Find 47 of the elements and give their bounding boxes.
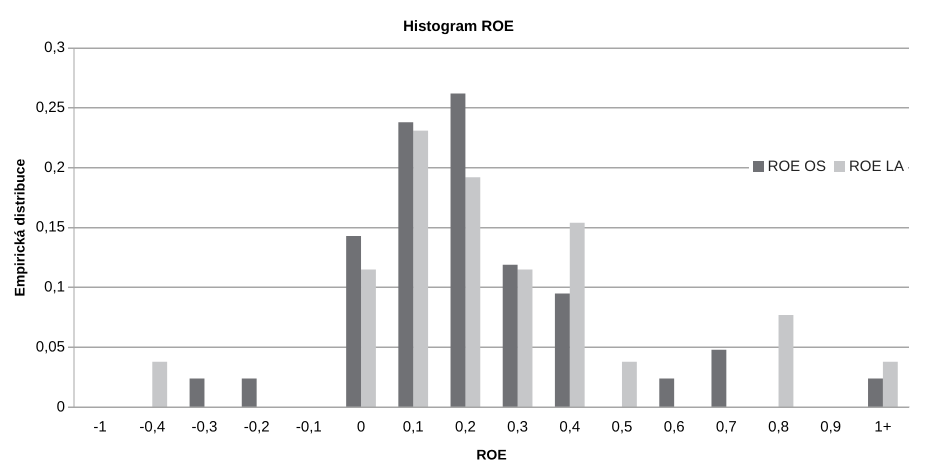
bar <box>778 315 794 406</box>
x-tick-label: 0,3 <box>507 418 528 436</box>
x-tick-label: 0,4 <box>559 418 580 436</box>
bar <box>190 378 204 406</box>
bar <box>450 94 466 406</box>
bar <box>659 378 674 406</box>
y-tick-label: 0,3 <box>44 39 65 56</box>
y-tick-label: 0 <box>56 398 65 416</box>
x-tick-label: 1+ <box>874 418 892 436</box>
bar <box>622 362 637 406</box>
x-tick-label: 0,1 <box>402 418 424 436</box>
x-tick-label: 0,7 <box>716 418 737 436</box>
bar <box>868 378 883 406</box>
y-tick-label: 0,25 <box>36 99 65 116</box>
x-tick-label: 0,8 <box>768 418 789 436</box>
x-tick-label: 0,2 <box>454 418 476 436</box>
bar <box>882 362 898 406</box>
bar <box>711 350 726 406</box>
x-tick-label: 0,9 <box>820 418 842 436</box>
x-tick-label: 0,6 <box>664 418 685 436</box>
y-tick-label: 0,2 <box>44 158 65 176</box>
y-axis-title: Empirická distribuce <box>11 158 28 296</box>
x-axis-title: ROE <box>476 446 507 462</box>
bar <box>361 270 376 406</box>
y-tick-label: 0,15 <box>36 218 65 236</box>
bar <box>570 222 585 406</box>
bar <box>413 130 428 406</box>
bar <box>502 264 518 406</box>
x-tick-label: -0,4 <box>139 418 166 436</box>
x-tick-label: 0,5 <box>612 418 632 436</box>
legend-label: ROE LA <box>848 158 904 175</box>
x-tick-label: -1 <box>93 418 107 436</box>
bar <box>398 122 414 406</box>
x-tick-label: -0,3 <box>192 418 218 436</box>
bar <box>152 362 168 406</box>
bar <box>242 378 257 406</box>
bar <box>465 177 480 406</box>
bar <box>346 236 362 406</box>
x-tick-label: -0,2 <box>244 418 270 436</box>
legend-label: ROE OS <box>768 158 826 175</box>
x-tick-label: -0,1 <box>296 418 322 436</box>
y-tick-label: 0,05 <box>36 338 65 356</box>
chart-title: Histogram ROE <box>403 18 514 36</box>
y-tick-label: 0,1 <box>44 278 65 296</box>
x-tick-label: 0 <box>356 418 366 436</box>
bar <box>518 270 532 406</box>
bar <box>554 293 570 406</box>
